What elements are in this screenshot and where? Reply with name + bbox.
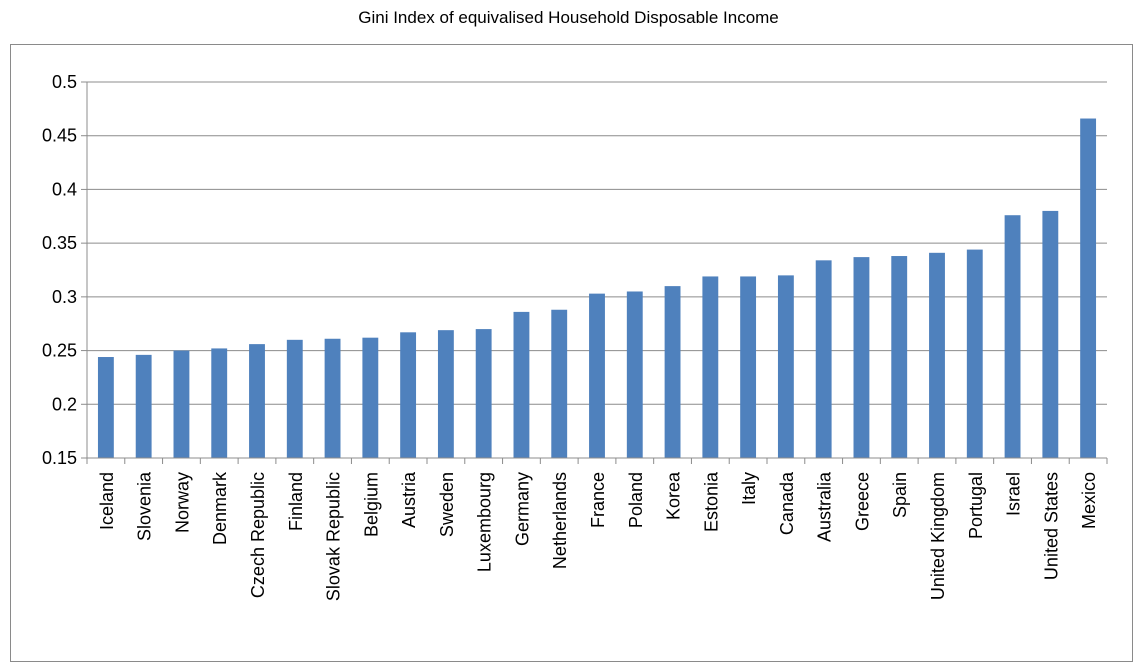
x-category-label: Belgium	[361, 472, 381, 537]
bar	[929, 252, 945, 458]
y-tick-label: 0.4	[52, 179, 77, 199]
bar	[286, 339, 303, 458]
bar	[740, 276, 757, 458]
x-category-label: United States	[1041, 472, 1061, 580]
chart-title: Gini Index of equivalised Household Disp…	[358, 8, 779, 27]
bar	[551, 309, 568, 458]
bar	[853, 257, 870, 458]
x-category-label: Italy	[739, 472, 759, 505]
x-category-label: Luxembourg	[475, 472, 495, 572]
chart-frame	[10, 44, 1133, 662]
x-category-label: Estonia	[701, 471, 721, 532]
y-tick-label: 0.25	[42, 341, 77, 361]
y-tick-label: 0.35	[42, 233, 77, 253]
bar	[324, 338, 341, 458]
bar	[626, 291, 643, 458]
bar	[815, 260, 832, 458]
bars	[97, 118, 1097, 459]
x-category-label: Finland	[286, 472, 306, 531]
bar	[589, 293, 605, 458]
x-category-label: Sweden	[437, 472, 457, 537]
bar	[1042, 210, 1059, 458]
bar	[891, 256, 908, 458]
x-category-label: Slovak Republic	[324, 472, 344, 601]
bar	[362, 337, 379, 458]
y-tick-label: 0.15	[42, 448, 77, 468]
x-category-label: Denmark	[210, 471, 230, 545]
y-tick-label: 0.5	[52, 72, 77, 92]
x-category-label: Poland	[626, 472, 646, 528]
x-category-label: Greece	[852, 472, 872, 531]
bar	[135, 354, 152, 458]
x-category-label: Austria	[399, 471, 419, 528]
bar	[173, 350, 190, 458]
bar	[97, 357, 114, 458]
x-category-label: Australia	[815, 471, 835, 542]
bar	[211, 348, 228, 458]
bar	[1004, 215, 1021, 458]
x-category-label: Slovenia	[135, 471, 155, 541]
bar	[966, 249, 983, 458]
x-category-label: Iceland	[97, 472, 117, 530]
bar	[702, 276, 719, 458]
x-category-label: Germany	[512, 472, 532, 546]
bar	[249, 344, 265, 458]
x-category-label: France	[588, 472, 608, 528]
x-category-label: Portugal	[966, 472, 986, 539]
bar	[437, 330, 454, 458]
bar	[664, 286, 681, 458]
bar	[1080, 118, 1097, 459]
y-tick-label: 0.45	[42, 126, 77, 146]
axes	[81, 81, 1108, 464]
labels: 0.15 0.2 0.25 0.3 0.35 0.4 0.45 0.5 Iceland Slove…	[42, 72, 1099, 601]
bar	[400, 332, 417, 458]
x-category-label: Czech Republic	[248, 472, 268, 598]
x-category-label: Netherlands	[550, 472, 570, 569]
x-category-label: Norway	[172, 472, 192, 533]
y-tick-label: 0.2	[52, 394, 77, 414]
bar	[777, 275, 794, 458]
x-category-label: Canada	[777, 471, 797, 535]
bar	[513, 311, 530, 458]
x-category-label: Korea	[664, 471, 684, 520]
bar	[475, 329, 492, 458]
x-category-label: Israel	[1004, 472, 1024, 516]
x-category-label: Mexico	[1079, 472, 1099, 529]
x-category-label: United Kingdom	[928, 472, 948, 600]
x-category-label: Spain	[890, 472, 910, 518]
y-tick-label: 0.3	[52, 287, 77, 307]
